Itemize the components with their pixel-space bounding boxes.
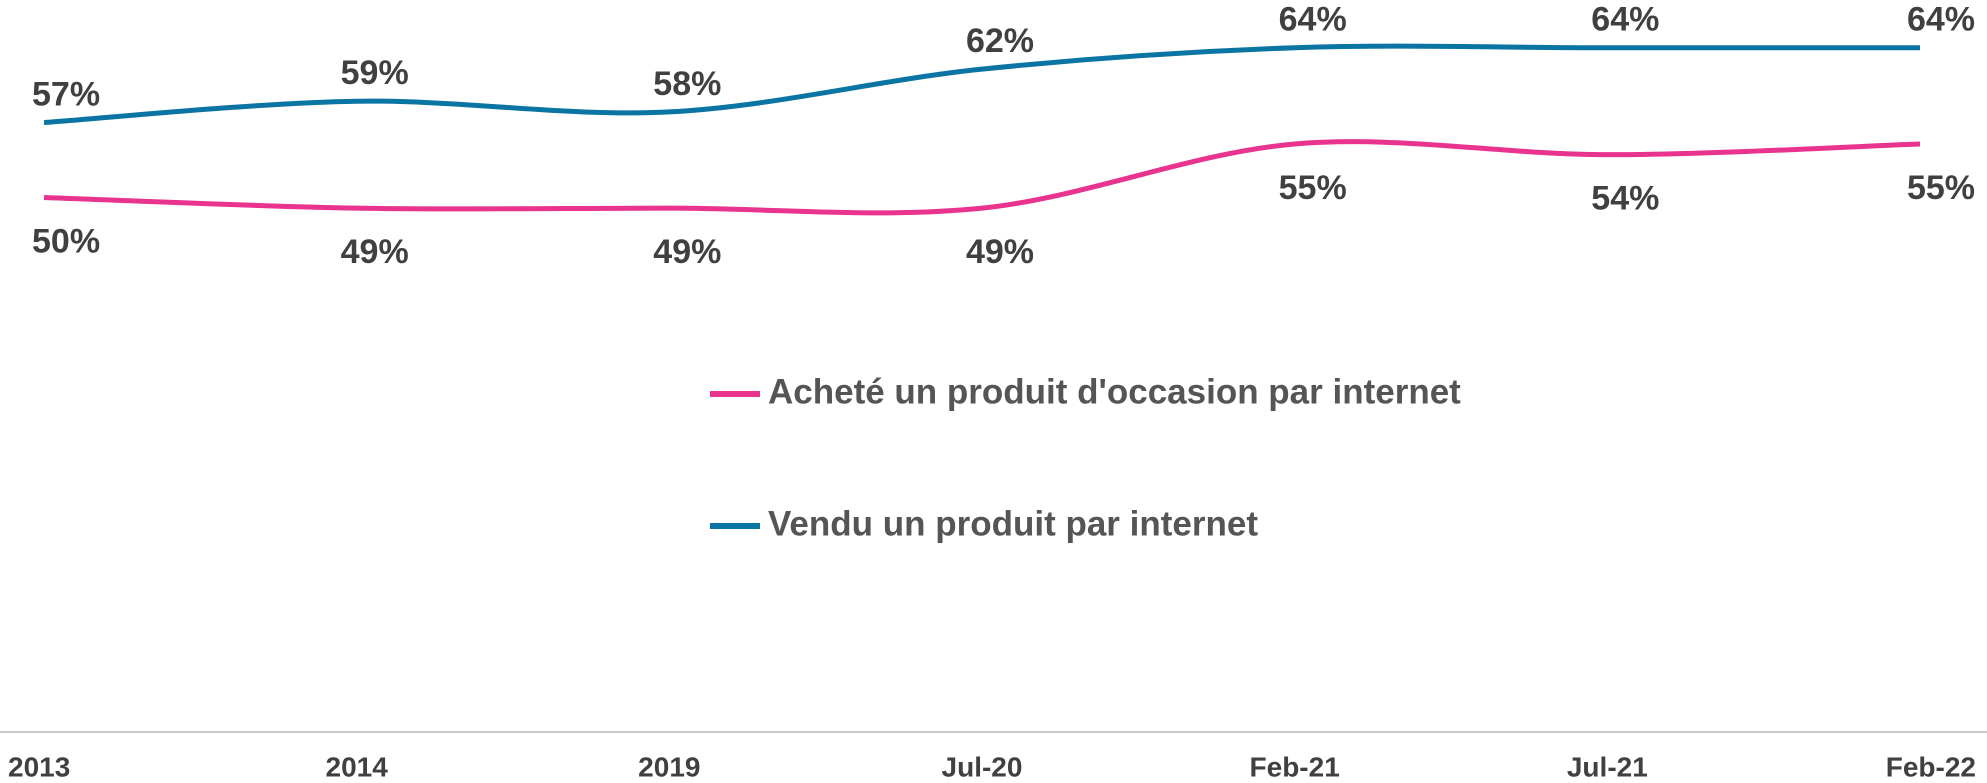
data-label: 62% — [966, 22, 1034, 60]
x-tick-label: Jul-21 — [1567, 751, 1648, 782]
x-tick-label: Jul-20 — [942, 751, 1023, 782]
x-tick-label: Feb-21 — [1250, 751, 1340, 782]
data-label: 49% — [341, 233, 409, 271]
data-label: 58% — [653, 65, 721, 103]
legend-label: Vendu un produit par internet — [768, 504, 1258, 543]
data-label: 50% — [32, 222, 100, 260]
data-label: 57% — [32, 76, 100, 114]
series-line — [43, 43, 1920, 126]
data-label: 55% — [1279, 169, 1347, 207]
data-label: 55% — [1907, 169, 1975, 207]
x-tick-label: 2019 — [638, 751, 700, 782]
x-tick-label: 2013 — [8, 751, 70, 782]
data-label: 54% — [1591, 180, 1659, 218]
x-tick-label: 2014 — [326, 751, 389, 782]
data-label: 49% — [653, 233, 721, 271]
data-label: 64% — [1907, 1, 1975, 39]
data-label: 64% — [1591, 1, 1659, 39]
legend-label: Acheté un produit d'occasion par interne… — [768, 372, 1461, 411]
data-label: 49% — [966, 233, 1034, 271]
x-tick-label: Feb-22 — [1886, 751, 1976, 782]
data-label: 59% — [341, 54, 409, 92]
data-label: 64% — [1279, 1, 1347, 39]
series-line — [43, 139, 1921, 216]
